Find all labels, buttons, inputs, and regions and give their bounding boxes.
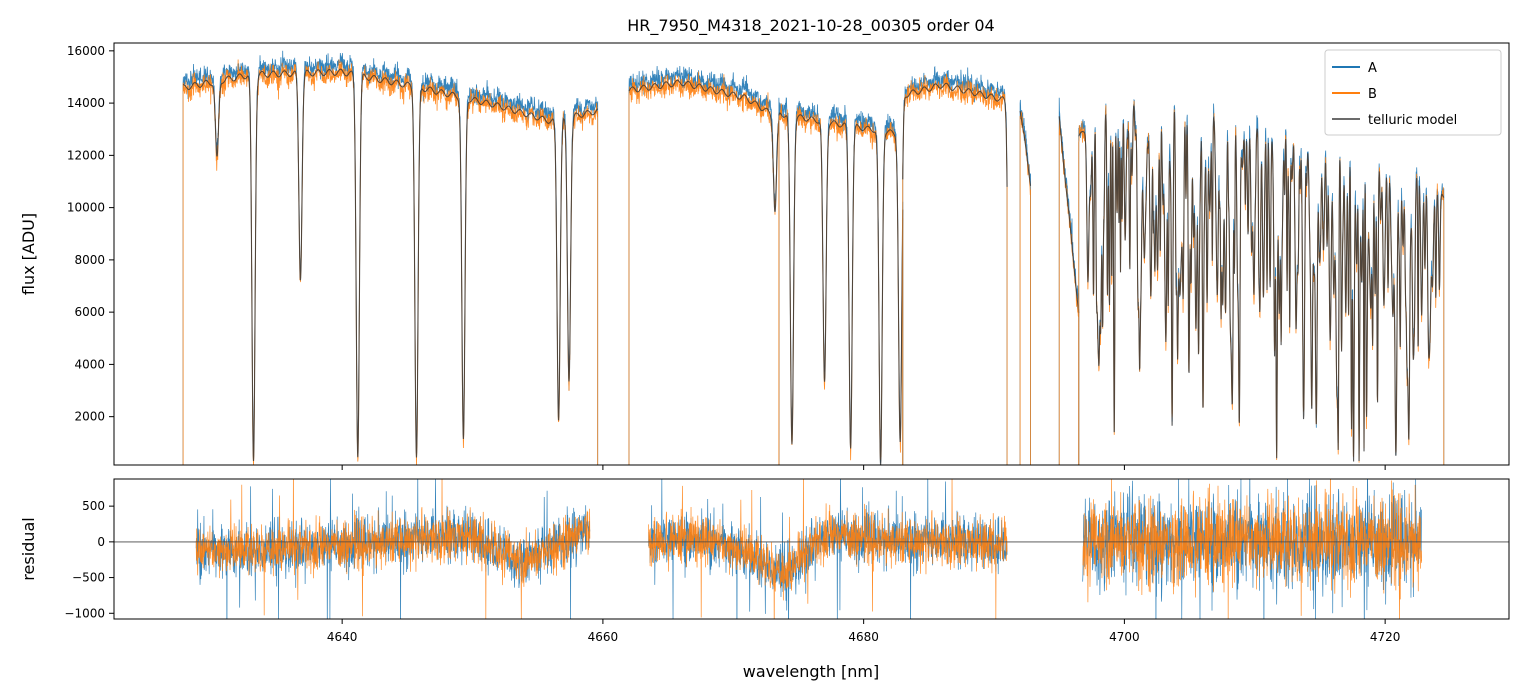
flux-y-tick-label: 14000 [67, 96, 105, 110]
x-tick-label: 4660 [588, 630, 619, 644]
series-a-residual-line [195, 479, 591, 619]
series-b-residual-line [648, 479, 1008, 619]
flux-y-tick-label: 4000 [74, 357, 105, 371]
series-a-flux-line [902, 65, 1008, 465]
residual-y-ticks: −1000 −500 0 500 [64, 499, 114, 620]
legend-label-telluric: telluric model [1368, 113, 1457, 128]
series-a-flux-line [628, 66, 780, 465]
chart-title: HR_7950_M4318_2021-10-28_00305 order 04 [627, 16, 994, 36]
x-axis-label: wavelength [nm] [743, 662, 880, 681]
series-a-flux-line [1058, 97, 1080, 465]
x-tick-label: 4680 [848, 630, 879, 644]
residual-y-axis-label: residual [19, 517, 38, 580]
flux-y-tick-label: 10000 [67, 201, 105, 215]
residual-y-tick-label: −500 [72, 571, 105, 585]
residual-y-tick-label: 0 [97, 535, 105, 549]
flux-y-tick-label: 8000 [74, 253, 105, 267]
residual-x-ticks: 4640 4660 4680 4700 4720 [327, 619, 1401, 644]
telluric-model-line [902, 82, 1008, 187]
flux-panel: 2000 4000 6000 8000 10000 12000 14000 16000 flu… [19, 42, 1510, 470]
flux-y-axis-label: flux [ADU] [19, 213, 38, 295]
legend: A B telluric model [1324, 49, 1502, 136]
residual-plot-area [114, 479, 1509, 619]
x-tick-label: 4640 [327, 630, 358, 644]
legend-label-b: B [1368, 87, 1377, 102]
telluric-model-line [778, 112, 904, 465]
series-b-residual-line [1082, 479, 1422, 619]
series-b-flux-line [182, 59, 599, 465]
x-tick-label: 4720 [1370, 630, 1401, 644]
legend-frame [1324, 49, 1502, 136]
flux-y-tick-label: 12000 [67, 148, 105, 162]
residual-y-tick-label: −1000 [64, 606, 105, 620]
flux-y-tick-label: 16000 [67, 44, 105, 58]
series-b-flux-line [1078, 100, 1445, 465]
telluric-model-line [1019, 110, 1032, 186]
series-b-flux-line [1058, 119, 1080, 465]
residual-axes-frame [113, 478, 1510, 620]
telluric-model-line [182, 68, 599, 462]
x-tick-label: 4700 [1109, 630, 1140, 644]
series-b-flux-line [628, 71, 780, 465]
flux-y-ticks: 2000 4000 6000 8000 10000 12000 14000 16000 [67, 44, 114, 424]
telluric-model-line [1078, 105, 1445, 462]
residual-y-tick-label: 500 [82, 499, 105, 513]
telluric-model-line [628, 79, 780, 213]
series-b-residual-line [195, 479, 591, 619]
residual-panel: −1000 −500 0 500 4640 4660 4680 4700 4720 resid… [19, 478, 1510, 644]
series-a-residual-line [648, 479, 1008, 619]
flux-y-tick-label: 2000 [74, 410, 105, 424]
series-b-flux-line [902, 73, 1008, 465]
telluric-model-line [1058, 116, 1080, 314]
series-a-flux-line [182, 50, 599, 465]
flux-axes-frame [113, 42, 1510, 466]
legend-label-a: A [1368, 61, 1377, 76]
flux-x-ticks [341, 465, 1386, 470]
series-a-flux-line [1019, 99, 1031, 465]
series-b-flux-line [1019, 111, 1031, 465]
series-a-flux-line [1078, 98, 1445, 465]
flux-y-tick-label: 6000 [74, 305, 105, 319]
flux-plot-area [182, 50, 1445, 465]
